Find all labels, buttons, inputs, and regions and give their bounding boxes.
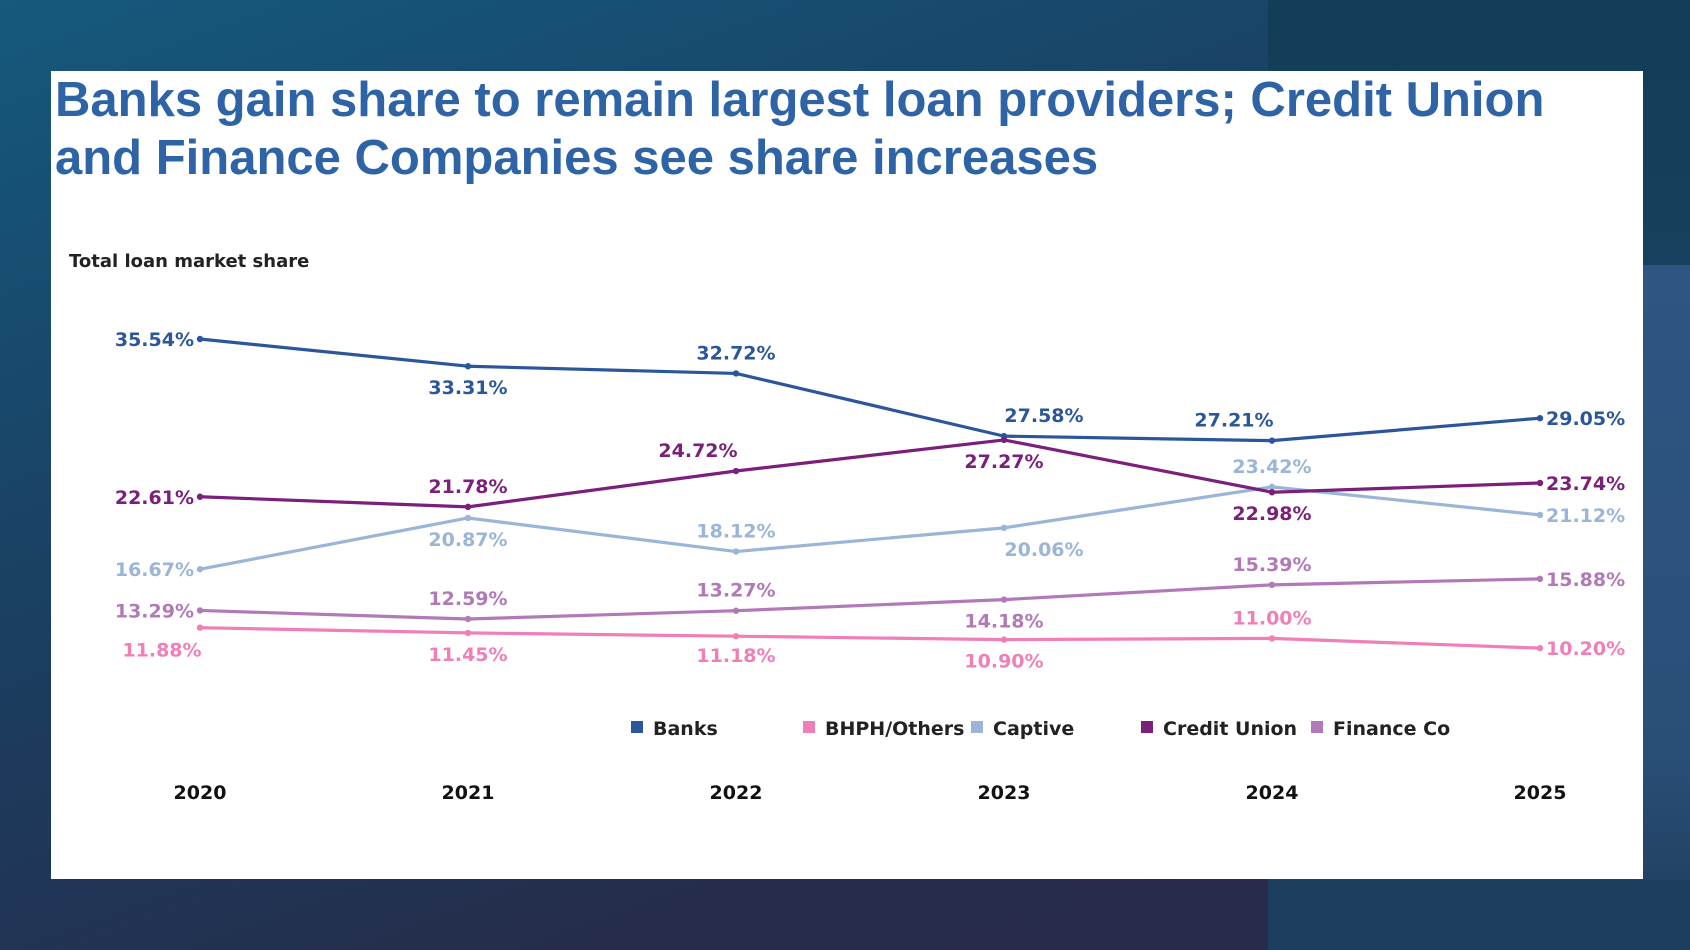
data-point-captive xyxy=(196,566,204,573)
data-point-credit-union xyxy=(196,493,204,500)
y-axis-label: Total loan market share xyxy=(69,251,310,272)
data-label-banks: 35.54% xyxy=(115,329,194,351)
series-line-captive xyxy=(199,485,1541,571)
data-label-credit-union: 23.74% xyxy=(1546,473,1625,495)
x-tick-label: 2025 xyxy=(1514,782,1567,804)
x-tick-label: 2021 xyxy=(442,782,495,804)
data-label-captive: 23.42% xyxy=(1232,456,1311,478)
page-title: Banks gain share to remain largest loan … xyxy=(55,73,1545,185)
data-point-bhph-others xyxy=(1000,636,1008,643)
data-point-finance-co xyxy=(1268,581,1276,589)
series-banks: 35.54% 33.31% 32.72% 27.58% 27.21% 29.05% xyxy=(115,329,1625,444)
data-label-captive: 16.67% xyxy=(115,559,194,581)
data-point-banks xyxy=(1268,437,1276,444)
data-label-captive: 20.06% xyxy=(1004,539,1083,561)
data-point-bhph-others xyxy=(464,629,472,637)
data-point-banks xyxy=(1536,414,1544,422)
data-label-banks: 32.72% xyxy=(696,342,775,364)
data-point-finance-co xyxy=(196,607,204,614)
background-panel-bottom xyxy=(1268,880,1690,950)
data-point-bhph-others xyxy=(1268,635,1276,642)
data-point-credit-union xyxy=(1000,436,1008,444)
data-label-credit-union: 27.27% xyxy=(964,451,1043,473)
data-point-captive xyxy=(732,548,740,555)
data-label-credit-union: 21.78% xyxy=(428,476,507,498)
data-label-bhph-others: 11.00% xyxy=(1232,607,1311,629)
data-label-bhph-others: 11.18% xyxy=(696,645,775,667)
series-line-bhph-others xyxy=(199,626,1541,650)
data-point-banks xyxy=(196,335,204,343)
data-label-bhph-others: 10.20% xyxy=(1546,638,1625,660)
data-label-banks: 27.58% xyxy=(1004,405,1083,427)
x-tick-label: 2023 xyxy=(978,782,1031,804)
legend-label-credit-union: Credit Union xyxy=(1163,718,1297,740)
data-label-finance-co: 12.59% xyxy=(428,588,507,610)
data-point-finance-co xyxy=(1000,596,1008,603)
data-label-credit-union: 24.72% xyxy=(658,440,737,462)
data-label-bhph-others: 11.88% xyxy=(122,640,201,662)
series-line-banks xyxy=(199,337,1541,443)
data-label-finance-co: 14.18% xyxy=(964,611,1043,633)
x-tick-label: 2022 xyxy=(710,782,763,804)
data-point-banks xyxy=(464,363,472,370)
data-label-finance-co: 13.27% xyxy=(696,580,775,602)
data-point-bhph-others xyxy=(196,624,204,631)
data-point-captive xyxy=(1536,511,1544,519)
legend-swatch-bhph-others xyxy=(803,721,815,733)
chart-slide: Banks gain share to remain largest loan … xyxy=(51,71,1643,879)
legend-label-bhph-others: BHPH/Others xyxy=(825,718,964,740)
series-bhph-others: 11.88% 11.45% 11.18% 10.90% 11.00% 10.20% xyxy=(122,607,1625,672)
data-label-banks: 33.31% xyxy=(428,377,507,399)
legend-swatch-credit-union xyxy=(1141,721,1153,733)
line-chart: 35.54% 33.31% 32.72% 27.58% 27.21% 29.05% 11.8… xyxy=(115,329,1625,804)
legend-swatch-captive xyxy=(971,721,983,733)
data-point-credit-union xyxy=(464,503,472,511)
legend-label-banks: Banks xyxy=(653,718,718,740)
series-line-finance-co xyxy=(199,577,1541,621)
data-label-credit-union: 22.61% xyxy=(115,487,194,509)
data-label-banks: 29.05% xyxy=(1546,408,1625,430)
data-point-bhph-others xyxy=(732,633,740,640)
series-finance-co: 13.29% 12.59% 13.27% 14.18% 15.39% 15.88% xyxy=(115,554,1625,633)
legend-swatch-finance-co xyxy=(1311,721,1323,733)
data-point-banks xyxy=(732,370,740,377)
data-point-bhph-others xyxy=(1536,644,1544,652)
legend-label-captive: Captive xyxy=(993,718,1074,740)
data-label-captive: 18.12% xyxy=(696,521,775,543)
data-label-finance-co: 13.29% xyxy=(115,600,194,622)
data-point-captive xyxy=(1268,483,1276,491)
legend-label-finance-co: Finance Co xyxy=(1333,718,1450,740)
series-captive: 16.67% 20.87% 18.12% 20.06% 23.42% 21.12% xyxy=(115,456,1625,581)
series-credit-union: 22.61% 21.78% 24.72% 27.27% 22.98% 23.74% xyxy=(115,436,1625,525)
data-label-captive: 20.87% xyxy=(428,529,507,551)
data-point-captive xyxy=(464,514,472,522)
data-label-credit-union: 22.98% xyxy=(1232,503,1311,525)
data-point-finance-co xyxy=(464,615,472,623)
data-label-bhph-others: 10.90% xyxy=(964,651,1043,673)
data-label-bhph-others: 11.45% xyxy=(428,644,507,666)
data-point-credit-union xyxy=(1536,479,1544,487)
data-point-captive xyxy=(1000,524,1008,532)
data-point-credit-union xyxy=(1268,489,1276,496)
x-tick-label: 2020 xyxy=(174,782,227,804)
data-point-finance-co xyxy=(732,607,740,614)
data-label-banks: 27.21% xyxy=(1194,410,1273,432)
series-line-credit-union xyxy=(199,438,1541,509)
data-point-finance-co xyxy=(1536,575,1544,583)
data-point-credit-union xyxy=(732,467,740,475)
x-tick-label: 2024 xyxy=(1246,782,1299,804)
data-label-captive: 21.12% xyxy=(1546,505,1625,527)
data-label-finance-co: 15.88% xyxy=(1546,569,1625,591)
legend-swatch-banks xyxy=(631,721,643,733)
data-label-finance-co: 15.39% xyxy=(1232,554,1311,576)
